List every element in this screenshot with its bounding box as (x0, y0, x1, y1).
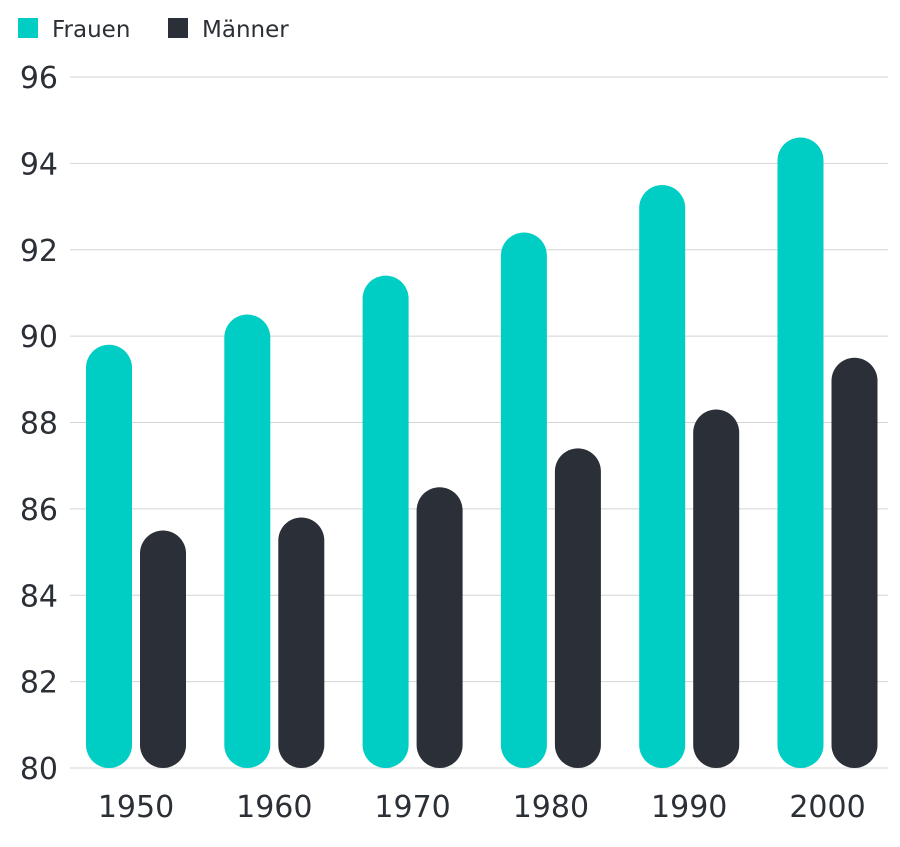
y-tick-label: 94 (20, 147, 58, 182)
x-tick-label: 1950 (98, 790, 174, 825)
legend-label: Männer (202, 17, 289, 43)
legend-label: Frauen (52, 17, 130, 43)
bar-frauen-1970 (362, 275, 409, 768)
bar-frauen-2000 (777, 137, 824, 768)
y-tick-label: 88 (20, 407, 58, 442)
legend-item: Männer (168, 17, 289, 43)
y-tick-label: 82 (20, 666, 58, 701)
y-tick-label: 84 (20, 579, 58, 614)
y-axis-ticks: 80 82 84 86 88 90 92 94 96 (20, 61, 58, 787)
bar-frauen-1980 (500, 232, 547, 769)
legend: Frauen Männer (18, 17, 289, 43)
legend-swatch (168, 18, 188, 38)
y-tick-label: 80 (20, 752, 58, 787)
x-tick-label: 1960 (236, 790, 312, 825)
bar-mnner-1980 (554, 448, 601, 768)
bar-frauen-1990 (639, 184, 686, 768)
legend-swatch (18, 18, 38, 38)
y-tick-label: 90 (20, 320, 58, 355)
x-axis-ticks: 1950 1960 1970 1980 1990 2000 (98, 790, 866, 825)
bar-mnner-1950 (140, 530, 186, 768)
x-tick-label: 1970 (374, 790, 450, 825)
bar-mnner-1990 (693, 409, 740, 768)
bar-frauen-1950 (86, 344, 132, 768)
bars (86, 137, 878, 769)
gridlines (70, 76, 888, 769)
x-tick-label: 1980 (513, 790, 589, 825)
y-tick-label: 96 (20, 61, 58, 96)
x-tick-label: 2000 (789, 790, 865, 825)
x-tick-label: 1990 (651, 790, 727, 825)
bar-mnner-1970 (416, 487, 463, 768)
bar-frauen-1960 (224, 314, 271, 768)
y-tick-label: 92 (20, 234, 58, 269)
legend-item: Frauen (18, 17, 130, 43)
bar-mnner-2000 (831, 357, 878, 768)
bar-mnner-1960 (278, 517, 325, 768)
y-tick-label: 86 (20, 493, 58, 528)
